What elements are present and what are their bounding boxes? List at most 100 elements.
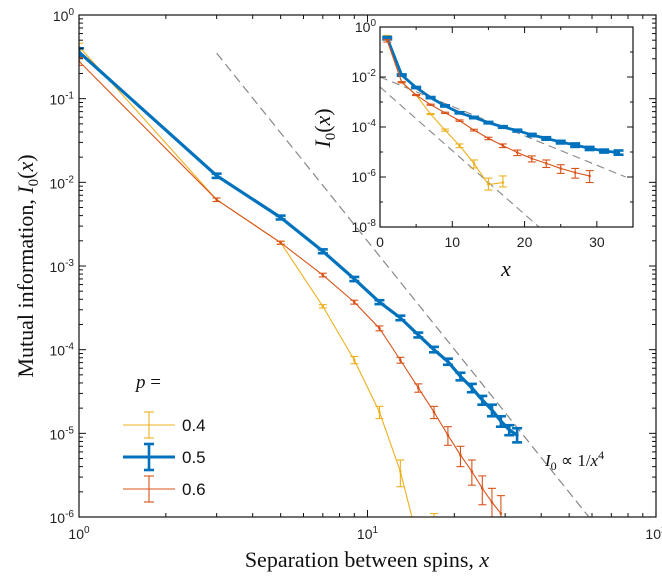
data-point: [416, 333, 420, 337]
legend-entry-04: 0.4: [123, 411, 206, 439]
data-point: [616, 150, 621, 155]
inset-errorbar-05-3: [425, 95, 436, 100]
data-point: [321, 273, 325, 277]
inset-y-tick-label-4: 10-8: [352, 218, 377, 235]
data-point: [458, 119, 461, 122]
data-point: [378, 327, 381, 330]
x-tick-label-1: 101: [357, 525, 379, 542]
inset-y-tick-label-1: 10-2: [352, 68, 377, 85]
main-errorbar-05-12: [477, 394, 488, 406]
inset-errorbar-05-5: [454, 110, 465, 115]
main-errorbar-06-8: [429, 405, 438, 420]
data-point: [486, 120, 491, 125]
main-errorbar-06-11: [467, 459, 476, 486]
inset-errorbar-06-11: [542, 159, 551, 169]
inset-exponential-reference-line-1: [380, 86, 540, 227]
data-point: [399, 358, 402, 362]
data-point: [398, 316, 402, 320]
power-law-reference-line: [216, 52, 590, 517]
main-errorbar-04-4: [350, 355, 359, 365]
inset-errorbar-06-0: [383, 39, 392, 43]
data-point: [490, 408, 494, 412]
data-point: [501, 144, 505, 147]
y-axis-label: Mutual information, I0(x): [13, 154, 42, 377]
data-point: [385, 36, 389, 40]
data-point: [279, 215, 283, 220]
data-point: [433, 534, 436, 537]
data-point: [573, 171, 577, 174]
inset-errorbar-06-5: [455, 119, 464, 122]
inset-x-axis-label: x: [500, 256, 511, 281]
inset-plot-frame: [379, 26, 634, 228]
data-point: [530, 157, 534, 160]
data-point: [487, 183, 490, 186]
legend-label: 0.4: [182, 416, 206, 435]
main-errorbar-05-1: [211, 172, 222, 180]
inset-errorbar-06-7: [484, 136, 493, 141]
inset-errorbar-05-8: [497, 124, 508, 130]
main-errorbar-05-3: [317, 248, 328, 255]
inset-x-tick-label-1: 10: [444, 234, 460, 250]
y-tick-label-0: 100: [53, 7, 75, 24]
x-axis-label: Separation between spins, x: [245, 547, 490, 572]
inset-errorbar-06-8: [498, 143, 507, 149]
data-point: [429, 95, 433, 100]
main-plot-frame: [78, 14, 657, 518]
legend-label: 0.5: [182, 448, 206, 467]
inset-errorbar-06-1: [397, 80, 406, 84]
data-point: [458, 374, 463, 378]
x-tick-label-2: 102: [645, 525, 662, 542]
data-point: [429, 103, 432, 106]
inset-errorbar-06-6: [469, 128, 478, 132]
inset-errorbar-05-14: [584, 145, 595, 152]
inset-y-tick-label-3: 10-6: [352, 168, 377, 185]
data-point: [544, 162, 548, 165]
legend-entry-06: 0.6: [123, 475, 206, 503]
data-point: [472, 162, 476, 165]
inset-errorbar-06-10: [527, 155, 536, 163]
legend-label: 0.6: [182, 480, 206, 499]
data-point: [443, 128, 447, 132]
data-point: [215, 174, 219, 178]
main-errorbar-04-7: [414, 521, 422, 544]
inset-errorbar-06-2: [412, 93, 421, 97]
inset-errorbar-06-14: [585, 170, 594, 184]
data-point: [400, 80, 403, 84]
main-errorbar-06-10: [456, 445, 465, 468]
inset-errorbar-05-13: [570, 142, 581, 149]
data-point: [472, 128, 476, 132]
data-point: [515, 128, 519, 133]
inset-errorbar-05-6: [468, 115, 479, 120]
inset-x-tick-label-0: 0: [376, 234, 384, 250]
main-errorbar-05-10: [455, 371, 466, 382]
inset-x-tick-label-3: 30: [589, 234, 605, 250]
main-errorbar-05-4: [349, 275, 360, 283]
data-point: [573, 143, 577, 147]
data-point: [321, 304, 325, 308]
data-point: [429, 112, 432, 116]
x-tick-label-0: 100: [68, 525, 90, 542]
data-point: [470, 470, 474, 473]
data-point: [544, 136, 548, 140]
main-errorbar-06-9: [443, 426, 452, 446]
main-errorbar-05-6: [395, 314, 406, 322]
data-point: [490, 500, 494, 504]
data-point: [530, 133, 534, 137]
inset-errorbar-04-6: [469, 159, 478, 169]
data-point: [472, 115, 476, 120]
data-point: [459, 453, 462, 457]
main-errorbar-05-9: [442, 357, 453, 367]
main-errorbar-05-5: [374, 298, 385, 306]
main-errorbar-06-12: [478, 475, 487, 506]
main-errorbar-05-7: [413, 331, 424, 339]
legend: p = 0.4 0.5 0.6: [123, 372, 206, 503]
inset-errorbar-04-4: [441, 128, 450, 132]
inset-errorbar-06-3: [426, 103, 435, 106]
power-law-annotation: I0 ∝ 1/x4: [544, 448, 604, 473]
data-point: [352, 358, 356, 362]
data-point: [487, 137, 490, 140]
inset-errorbar-05-15: [599, 148, 610, 154]
inset-errorbar-06-12: [556, 164, 565, 174]
main-errorbar-05-11: [466, 382, 477, 394]
main-errorbar-05-13: [486, 403, 497, 418]
